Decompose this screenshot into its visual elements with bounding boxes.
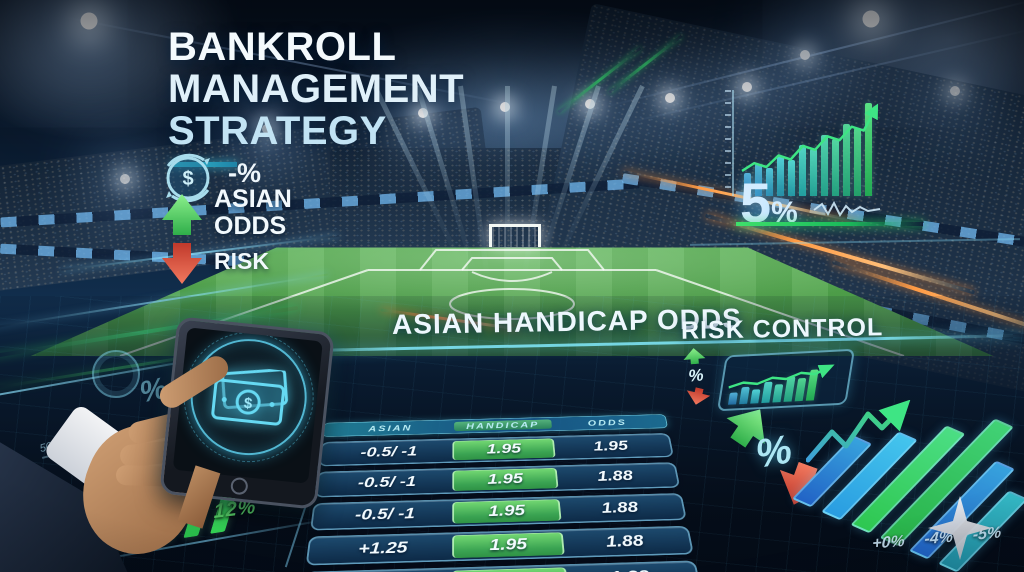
odds-cell: 1.88 bbox=[600, 499, 640, 517]
up-down-arrows-icon bbox=[162, 194, 202, 284]
handicap-cell: 1.95 bbox=[452, 567, 569, 572]
table-row: -0.5/ -1 1.95 1.88 bbox=[310, 493, 687, 531]
handicap-cell: 1.95 bbox=[452, 532, 565, 559]
floodlight bbox=[950, 86, 960, 96]
green-accent-line bbox=[736, 222, 924, 226]
odds-cell: 1.88 bbox=[604, 532, 645, 551]
big-percent-glyph: % bbox=[752, 427, 796, 477]
chart-axis-ticks bbox=[725, 90, 731, 196]
floodlight bbox=[665, 93, 675, 103]
risk-mini-trend-line bbox=[728, 364, 835, 389]
title-line: BANKROLL bbox=[168, 25, 397, 69]
margin-note: -0 % bbox=[289, 378, 310, 394]
asian-cell: +1.25 bbox=[357, 538, 408, 558]
title-line: STRATEGY bbox=[168, 109, 387, 153]
odds-cell: 1.95 bbox=[592, 438, 630, 454]
asian-cell: -0.5/ -1 bbox=[357, 473, 417, 491]
waveform-icon bbox=[813, 200, 881, 217]
percent-glyph: % bbox=[687, 365, 705, 386]
handicap-cell: 1.95 bbox=[452, 499, 562, 524]
floodlight bbox=[862, 10, 880, 28]
table-row: +1.25 1.95 1.88 bbox=[305, 525, 694, 566]
column-header-odds: ODDS bbox=[587, 417, 628, 428]
asian-cell: -0.5/ -1 bbox=[354, 505, 416, 524]
odds-cell: 1.88 bbox=[573, 562, 687, 572]
page-title: BANKROLL MANAGEMENT STRATEGY bbox=[168, 26, 548, 167]
title-line: MANAGEMENT bbox=[168, 67, 465, 111]
floodlight bbox=[120, 174, 130, 184]
floodlight bbox=[80, 12, 98, 30]
handicap-cell: 1.95 bbox=[452, 438, 556, 461]
down-arrow-icon bbox=[686, 387, 711, 405]
risk-percent-indicator: % bbox=[682, 347, 711, 406]
stake-label: 0% bbox=[88, 512, 120, 539]
risk-control-title: RISK CONTROL bbox=[680, 313, 884, 345]
coin-icon bbox=[92, 350, 140, 398]
table-row: -0.5/ -1 1.95 1.88 bbox=[314, 462, 681, 498]
up-arrow-icon bbox=[683, 348, 706, 365]
asian-odds-label: ASIAN ODDS bbox=[214, 186, 292, 240]
table-row: -0.5/ -1 1.95 1.95 bbox=[318, 432, 675, 467]
odds-cell: 1.88 bbox=[596, 467, 635, 485]
column-header-handicap: HANDICAP bbox=[453, 419, 553, 432]
asian-odds-label-line2: ODDS bbox=[214, 212, 287, 240]
asian-cell: -0.5/ -1 bbox=[359, 443, 418, 461]
odds-table: ASIAN HANDICAP ODDS -0.5/ -1 1.95 1.95 -… bbox=[295, 414, 711, 572]
dollar-glyph: $ bbox=[182, 168, 193, 190]
asian-odds-label-line1: ASIAN bbox=[214, 185, 292, 213]
risk-label: RISK bbox=[214, 248, 269, 274]
zigzag-growth-arrow bbox=[806, 400, 911, 463]
column-header-asian: ASIAN bbox=[368, 423, 413, 434]
handicap-cell: 1.95 bbox=[452, 467, 559, 492]
floodlight bbox=[800, 50, 810, 60]
footer-value: +0% bbox=[871, 532, 906, 553]
